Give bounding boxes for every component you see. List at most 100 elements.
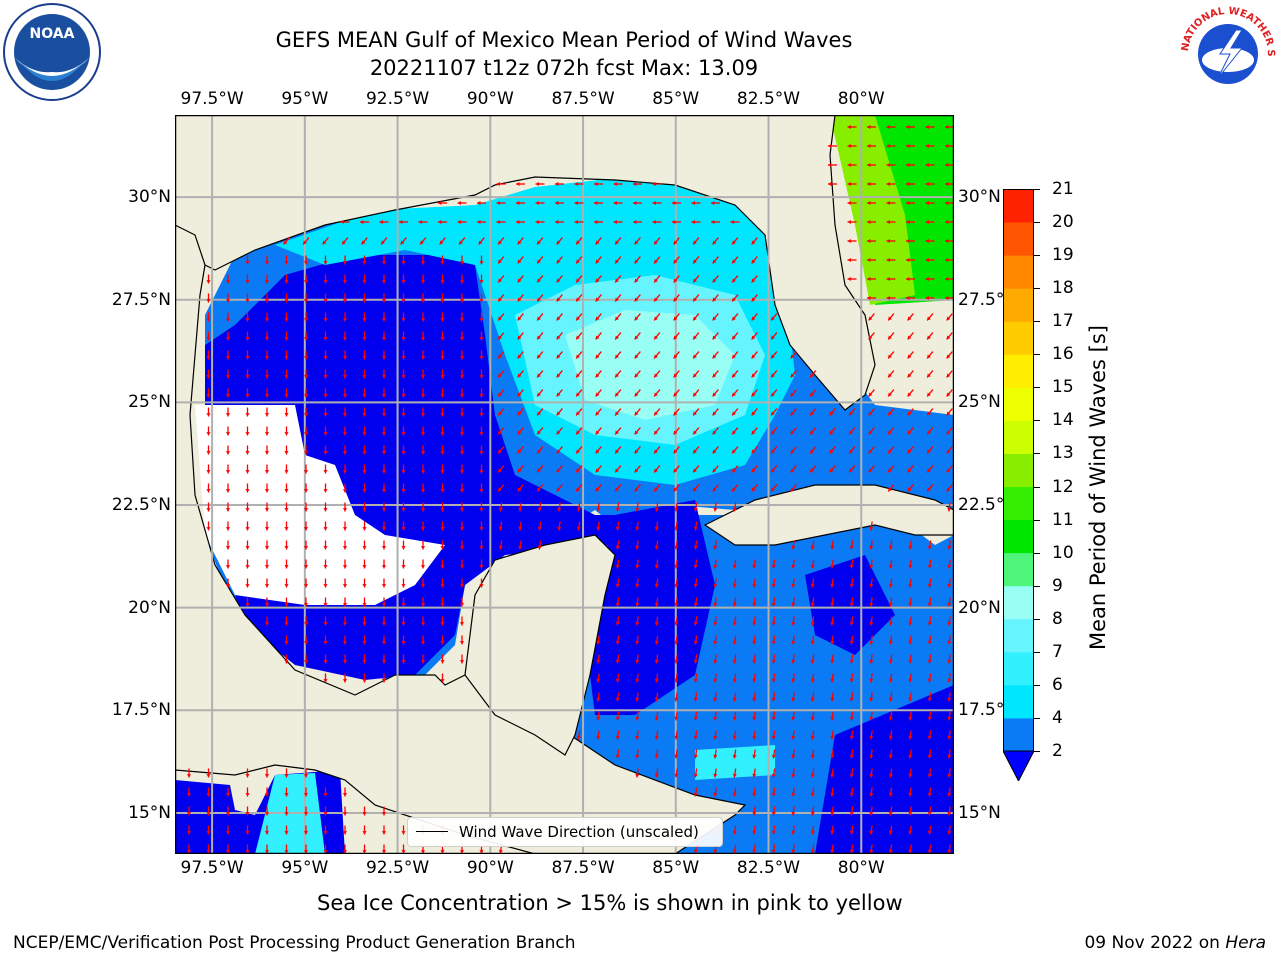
wind-wave-arrow bbox=[614, 484, 622, 492]
wind-wave-arrow bbox=[342, 293, 348, 303]
wind-wave-arrow bbox=[674, 502, 679, 512]
wind-wave-arrow bbox=[713, 730, 718, 740]
colorbar-extend-triangle bbox=[1002, 750, 1035, 783]
wind-wave-arrow bbox=[810, 654, 815, 664]
wind-wave-arrow bbox=[693, 768, 698, 778]
wind-wave-arrow bbox=[908, 730, 913, 740]
wind-wave-arrow bbox=[283, 237, 290, 245]
wind-wave-arrow bbox=[888, 635, 893, 645]
wind-wave-arrow bbox=[869, 673, 874, 683]
wind-wave-arrow bbox=[732, 673, 737, 683]
wind-wave-arrow bbox=[284, 350, 289, 360]
wind-wave-arrow bbox=[945, 219, 954, 225]
wind-wave-arrow bbox=[323, 483, 328, 493]
wind-wave-arrow bbox=[869, 540, 874, 550]
wind-wave-arrow bbox=[712, 427, 719, 435]
wind-wave-arrow bbox=[810, 749, 815, 759]
wind-wave-arrow bbox=[771, 825, 776, 835]
wind-wave-arrow bbox=[673, 408, 680, 416]
wind-wave-arrow bbox=[635, 578, 640, 588]
wind-wave-arrow bbox=[341, 237, 349, 245]
wind-wave-arrow bbox=[692, 256, 700, 264]
central-gulf-pale bbox=[565, 310, 735, 420]
wind-wave-arrow bbox=[848, 408, 856, 416]
wind-wave-arrow bbox=[712, 313, 719, 321]
wind-wave-arrow bbox=[381, 825, 387, 835]
wind-wave-arrow bbox=[245, 806, 250, 816]
wind-wave-arrow bbox=[752, 654, 757, 664]
wind-wave-arrow bbox=[401, 597, 406, 607]
wind-wave-arrow bbox=[674, 578, 679, 588]
wind-wave-arrow bbox=[791, 673, 796, 683]
lat-tick-left: 25°N bbox=[128, 392, 171, 413]
wind-wave-arrow bbox=[907, 351, 914, 359]
wind-wave-arrow bbox=[652, 200, 662, 206]
wind-wave-arrow bbox=[323, 388, 328, 398]
colorbar-band bbox=[1003, 486, 1034, 521]
wind-wave-arrow bbox=[440, 388, 445, 398]
wind-wave-arrow bbox=[693, 597, 698, 607]
wind-wave-arrow bbox=[751, 313, 758, 321]
wind-wave-arrow bbox=[886, 295, 896, 301]
wind-wave-arrow bbox=[323, 540, 328, 550]
wind-wave-arrow bbox=[791, 578, 796, 588]
wind-wave-arrow bbox=[206, 369, 211, 379]
wind-wave-arrow bbox=[323, 825, 328, 835]
wind-wave-arrow bbox=[828, 143, 837, 149]
wind-wave-arrow bbox=[713, 673, 718, 683]
wind-wave-arrow bbox=[652, 219, 662, 225]
wind-wave-arrow bbox=[653, 446, 661, 454]
wind-wave-arrow bbox=[615, 673, 620, 683]
wind-wave-arrow bbox=[869, 597, 874, 607]
wind-wave-arrow bbox=[888, 730, 893, 740]
wind-wave-arrow bbox=[927, 616, 932, 626]
wind-wave-arrow bbox=[459, 540, 465, 550]
wind-wave-arrow bbox=[556, 370, 563, 378]
wind-wave-arrow bbox=[673, 332, 680, 340]
wind-wave-arrow bbox=[713, 559, 718, 569]
wind-wave-arrow bbox=[303, 521, 309, 531]
wind-wave-arrow bbox=[477, 200, 486, 206]
wind-wave-arrow bbox=[284, 483, 289, 493]
wind-wave-arrow bbox=[635, 635, 640, 645]
wind-wave-arrow bbox=[420, 464, 426, 474]
wind-wave-arrow bbox=[829, 446, 836, 454]
wind-wave-arrow bbox=[245, 578, 250, 588]
wind-wave-arrow bbox=[634, 389, 641, 397]
wind-wave-arrow bbox=[752, 825, 757, 835]
wind-wave-arrow bbox=[752, 749, 757, 759]
wind-wave-arrow bbox=[264, 426, 270, 436]
wind-wave-arrow bbox=[869, 635, 874, 645]
wind-wave-arrow bbox=[927, 578, 932, 588]
wind-wave-arrow bbox=[323, 502, 328, 512]
wind-wave-arrow bbox=[867, 238, 876, 244]
wind-wave-arrow bbox=[908, 673, 913, 683]
wind-wave-arrow bbox=[206, 768, 211, 778]
wind-wave-arrow bbox=[596, 654, 601, 664]
wind-wave-arrow bbox=[810, 692, 815, 702]
wind-wave-arrow bbox=[420, 654, 426, 664]
wind-wave-arrow bbox=[751, 427, 758, 435]
wind-wave-arrow bbox=[264, 445, 270, 455]
wind-wave-arrow bbox=[459, 312, 465, 322]
wind-wave-arrow bbox=[751, 237, 758, 245]
wind-wave-arrow bbox=[674, 711, 679, 721]
wind-wave-arrow bbox=[459, 407, 465, 417]
wind-wave-arrow bbox=[575, 446, 583, 454]
wind-wave-arrow bbox=[907, 370, 914, 378]
wind-wave-arrow bbox=[186, 806, 192, 816]
colorbar-tick-mark bbox=[1034, 717, 1040, 719]
wind-wave-arrow bbox=[323, 407, 328, 417]
wind-wave-arrow bbox=[847, 219, 857, 225]
wind-wave-arrow bbox=[771, 578, 776, 588]
wind-wave-arrow bbox=[440, 597, 445, 607]
wind-wave-arrow bbox=[947, 711, 952, 721]
wind-wave-arrow bbox=[516, 200, 525, 206]
wind-wave-arrow bbox=[867, 200, 876, 206]
wind-wave-arrow bbox=[886, 181, 896, 187]
wind-wave-arrow bbox=[206, 274, 211, 284]
wind-wave-arrow bbox=[830, 559, 835, 569]
wind-wave-arrow bbox=[517, 275, 524, 283]
wind-wave-arrow bbox=[886, 124, 896, 130]
wind-wave-arrow bbox=[556, 313, 563, 321]
